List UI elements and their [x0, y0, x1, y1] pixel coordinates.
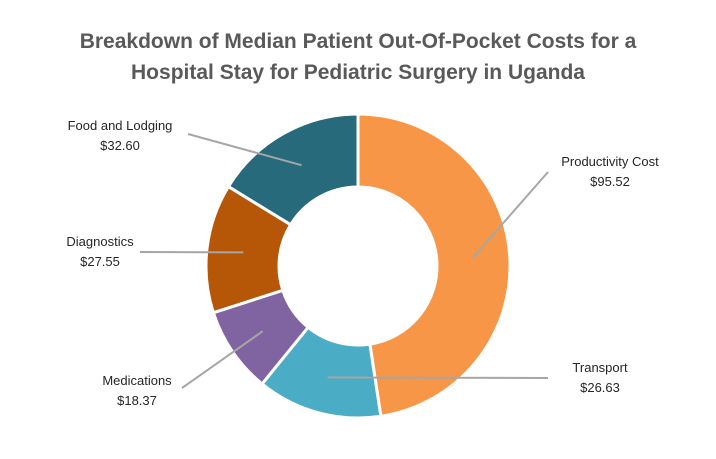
- chart-title-line-2: Hospital Stay for Pediatric Surgery in U…: [131, 61, 585, 84]
- slice-label-productivity-cost: Productivity Cost: [561, 154, 659, 169]
- chart-title: Breakdown of Median Patient Out-Of-Pocke…: [0, 26, 716, 88]
- slice-label-transport: Transport: [572, 360, 628, 375]
- slice-value-medications: $18.37: [117, 393, 157, 408]
- slice-value-diagnostics: $27.55: [80, 254, 120, 269]
- leader-line: [472, 171, 549, 258]
- leader-line: [187, 133, 302, 167]
- chart-title-line-1: Breakdown of Median Patient Out-Of-Pocke…: [79, 30, 637, 53]
- slice-value-productivity-cost: $95.52: [590, 174, 630, 189]
- slice-label-medications: Medications: [102, 373, 172, 388]
- slice-value-food-and-lodging: $32.60: [100, 138, 140, 153]
- slice-value-transport: $26.63: [580, 380, 620, 395]
- leader-line: [327, 376, 549, 379]
- slice-productivity-cost: [356, 112, 512, 418]
- leader-line: [181, 330, 264, 389]
- slice-label-food-and-lodging: Food and Lodging: [68, 118, 173, 133]
- slice-label-diagnostics: Diagnostics: [66, 234, 134, 249]
